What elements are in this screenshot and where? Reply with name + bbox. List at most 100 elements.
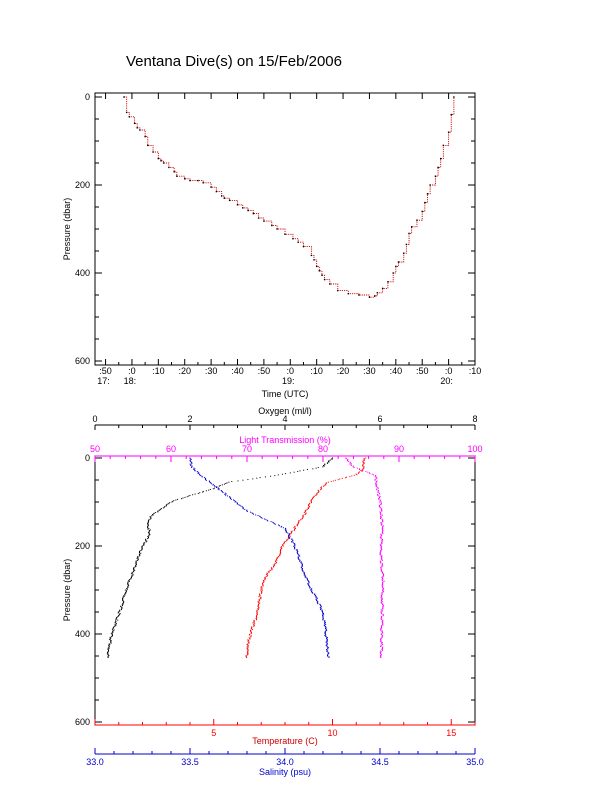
salinity-point <box>285 531 287 533</box>
salinity-profile <box>189 457 330 659</box>
oxygen-point <box>107 653 109 655</box>
temperature-point <box>257 604 259 606</box>
temperature-point <box>261 583 263 585</box>
transmission-point <box>382 606 384 608</box>
oxygen-point <box>140 550 142 552</box>
transmission-point <box>376 485 378 487</box>
temperature-point <box>276 559 278 561</box>
oxygen-point <box>149 529 151 531</box>
transmission-point <box>381 542 383 544</box>
oxygen-point <box>208 489 210 491</box>
transmission-point <box>380 657 382 659</box>
transmission-point <box>380 538 382 540</box>
oxygen-point <box>131 571 133 573</box>
oxygen-point <box>120 606 122 608</box>
oxygen-point <box>116 617 118 619</box>
salinity-point <box>304 573 306 575</box>
oxygen-point <box>315 467 317 469</box>
temperature-point <box>298 521 300 523</box>
oxygen-point <box>148 535 150 537</box>
transmission-point <box>379 537 381 539</box>
transmission-point <box>377 492 379 494</box>
salinity-point <box>324 622 326 624</box>
transmission-point <box>380 550 382 552</box>
salinity-point <box>235 500 237 502</box>
dive-track-point <box>123 96 125 98</box>
transmission-point <box>381 508 383 510</box>
salinity-point <box>326 640 328 642</box>
oxygen-point <box>324 464 326 466</box>
transmission-point <box>380 567 382 569</box>
oxygen-point <box>331 458 333 460</box>
transmission-point <box>382 623 384 625</box>
dive-track-point <box>453 96 455 98</box>
dive-track-point <box>189 179 191 182</box>
salinity-point <box>316 601 318 603</box>
salinity-point <box>238 504 240 506</box>
transmission-point <box>382 533 384 535</box>
transmission-point <box>380 611 382 613</box>
temperature-point <box>288 538 290 540</box>
salinity-point <box>246 510 248 512</box>
transmission-point <box>381 508 383 510</box>
oxygen-point <box>157 510 159 512</box>
transmission-point <box>377 494 379 496</box>
dive-track-point <box>426 193 429 195</box>
oxygen-point <box>110 642 112 644</box>
transmission-point <box>382 647 384 649</box>
temperature-point <box>262 585 264 587</box>
temperature-point <box>315 495 317 497</box>
temperature-point <box>287 537 289 539</box>
dive-track-point <box>321 274 323 276</box>
oxygen-point <box>135 565 137 567</box>
salinity-point <box>196 471 198 473</box>
temperature-point <box>281 547 283 549</box>
salinity-point <box>308 584 310 586</box>
transmission-point <box>381 557 383 559</box>
transmission-point <box>380 651 382 653</box>
oxygen-point <box>123 595 125 597</box>
temperature-point <box>305 512 307 514</box>
oxygen-point <box>181 498 183 500</box>
transmission-point <box>381 586 383 588</box>
salinity-point <box>294 548 296 550</box>
temperature-point <box>248 642 250 644</box>
top-x-tick-label: :30 <box>363 366 376 376</box>
temperature-point <box>309 506 311 508</box>
temperature-point <box>250 631 252 633</box>
temperature-point <box>260 597 262 599</box>
temperature-point <box>256 610 258 612</box>
dive-track-point <box>197 179 199 182</box>
oxygen-point <box>121 604 123 606</box>
salinity-point <box>322 616 324 618</box>
dive-track-point <box>147 144 149 147</box>
profile-series <box>106 457 385 659</box>
transmission-point <box>377 490 379 492</box>
dive-track-point <box>450 113 452 116</box>
temperature-point <box>296 524 298 526</box>
oxygen-point <box>123 601 125 603</box>
salinity-tick-label: 34.5 <box>371 757 389 767</box>
salinity-point <box>326 637 328 639</box>
temperature-point <box>271 569 273 571</box>
salinity-point <box>303 574 305 576</box>
oxygen-point <box>133 567 135 569</box>
transmission-point <box>381 623 383 625</box>
transmission-point <box>358 469 360 471</box>
salinity-point <box>326 642 328 644</box>
transmission-point <box>381 522 383 524</box>
dive-track-point <box>397 261 400 263</box>
transmission-point <box>382 578 384 580</box>
dive-track-point <box>374 295 376 297</box>
oxygen-point <box>165 505 167 507</box>
oxygen-point <box>219 485 221 486</box>
salinity-point <box>322 616 324 618</box>
transmission-point <box>382 619 384 621</box>
profile-chart: 0 200 400 600 0 2 4 6 8 50 60 70 80 90 100 5 10 15 33.… <box>62 406 484 777</box>
temperature-point <box>275 559 277 561</box>
salinity-point <box>302 569 304 571</box>
salinity-point <box>190 464 192 466</box>
temperature-point <box>247 650 249 652</box>
transmission-point <box>380 638 382 640</box>
transmission-point <box>381 565 383 567</box>
